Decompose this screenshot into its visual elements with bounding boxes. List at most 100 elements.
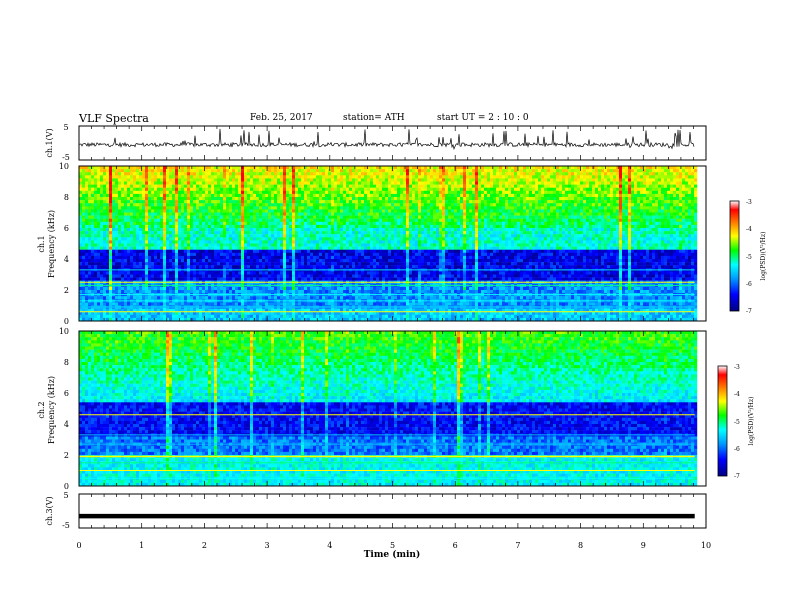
spec-cell — [100, 215, 104, 219]
spec-cell — [91, 187, 95, 191]
spec-cell — [226, 218, 230, 222]
spec-cell — [82, 197, 86, 201]
spec-cell — [148, 209, 152, 213]
spec-cell — [316, 240, 320, 244]
spec-cell — [337, 277, 341, 281]
spec-cell — [307, 317, 311, 322]
spec-cell — [313, 277, 317, 281]
spec-cell — [328, 290, 332, 294]
spec-cell — [232, 290, 236, 294]
spec-cell — [268, 286, 272, 291]
spec-cell — [229, 262, 233, 266]
spec-cell — [142, 200, 146, 204]
spec-cell — [130, 277, 134, 281]
spec-cell — [286, 290, 290, 294]
spec-cell — [262, 172, 266, 176]
spec-cell — [169, 187, 173, 191]
spec-cell — [196, 296, 200, 300]
spec-cell — [91, 206, 95, 210]
spec-cell — [130, 231, 134, 235]
spec-cell — [259, 215, 263, 219]
spec-cell — [352, 172, 356, 176]
spec-cell — [289, 197, 293, 201]
spec-cell — [280, 255, 284, 260]
spec-cell — [142, 197, 146, 201]
spec-cell — [130, 181, 134, 185]
spec-cell — [265, 252, 269, 257]
spec-cell — [346, 308, 350, 312]
spec-cell — [169, 290, 173, 294]
spec-cell — [346, 209, 350, 213]
spec-cell — [361, 200, 365, 204]
spec-cell — [283, 206, 287, 210]
spec-cell — [121, 221, 125, 226]
spec-cell — [268, 215, 272, 219]
spec-cell — [175, 215, 179, 219]
spec-cell — [301, 193, 305, 198]
spec-cell — [352, 178, 356, 182]
spec-cell — [205, 231, 209, 235]
spec-cell — [352, 240, 356, 244]
spec-cell — [289, 255, 293, 260]
spec-cell — [232, 184, 236, 188]
spec-cell — [370, 262, 374, 266]
spec-cell — [334, 262, 338, 266]
spec-cell — [217, 296, 221, 300]
spec-cell — [139, 175, 143, 179]
spec-cell — [223, 317, 227, 322]
spec-cell — [148, 296, 152, 300]
spec-cell — [106, 317, 110, 322]
spec-cell — [214, 172, 218, 176]
spec-cell — [85, 243, 89, 247]
spec-cell — [97, 234, 101, 238]
spec-cell — [118, 166, 122, 170]
spec-cell — [274, 172, 278, 176]
spec-cell — [343, 274, 347, 278]
spec-cell — [166, 262, 170, 266]
spec-cell — [352, 209, 356, 213]
spec-cell — [157, 274, 161, 278]
spec-cell — [283, 308, 287, 312]
spec-cell — [157, 166, 161, 170]
spec-cell — [328, 197, 332, 201]
spec-cell — [88, 302, 92, 306]
spec-cell — [214, 178, 218, 182]
spec-cell — [91, 274, 95, 278]
spec-cell — [172, 197, 176, 201]
spec-cell — [217, 240, 221, 244]
spec-cell — [307, 212, 311, 216]
spec-cell — [190, 255, 194, 260]
spec-cell — [202, 206, 206, 210]
spec-cell — [343, 215, 347, 219]
spec-cell — [274, 169, 278, 173]
spec-cell — [325, 308, 329, 312]
spec-cell — [286, 200, 290, 204]
spec-cell — [250, 237, 254, 241]
spec-cell — [121, 234, 125, 238]
spec-cell — [286, 259, 290, 263]
spec-cell — [211, 290, 215, 294]
spec-cell — [355, 190, 359, 195]
spec-cell — [148, 218, 152, 222]
spec-cell — [190, 302, 194, 306]
spec-cell — [304, 234, 308, 238]
spec-cell — [163, 255, 167, 260]
spec-cell — [166, 265, 170, 269]
spec-cell — [91, 317, 95, 322]
spec-cell — [145, 240, 149, 244]
spec-cell — [238, 308, 242, 312]
spec-cell — [97, 221, 101, 226]
spec-cell — [127, 237, 131, 241]
spec-cell — [85, 246, 89, 250]
spec-cell — [358, 203, 362, 207]
spec-cell — [313, 212, 317, 216]
spec-cell — [184, 175, 188, 179]
spec-cell — [226, 252, 230, 257]
spec-cell — [277, 215, 281, 219]
spec-cell — [121, 215, 125, 219]
spec-cell — [181, 240, 185, 244]
spec-cell — [97, 255, 101, 260]
spec-cell — [100, 302, 104, 306]
spec-cell — [232, 212, 236, 216]
spec-cell — [181, 271, 185, 275]
